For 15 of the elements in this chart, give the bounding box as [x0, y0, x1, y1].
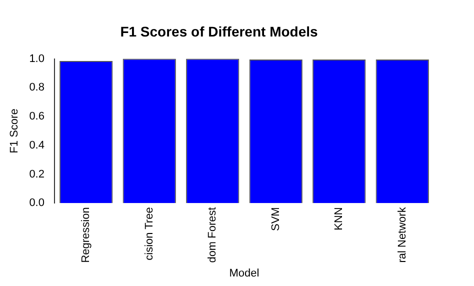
y-tick-label: 0.0: [29, 197, 44, 210]
x-axis-title: Model: [229, 267, 260, 280]
chart-title: F1 Scores of Different Models: [120, 23, 318, 40]
x-tick-label: SVM: [270, 207, 282, 232]
y-tick-label: 0.2: [29, 168, 44, 180]
x-tick-label: ral Network: [396, 206, 408, 263]
x-tick-label: KNN: [333, 207, 346, 230]
x-tick-label: cision Tree: [143, 207, 156, 260]
y-tick-label: 0.4: [29, 139, 44, 152]
y-tick-label: 0.8: [29, 82, 44, 94]
y-axis-title: F1 Score: [8, 108, 21, 154]
y-tick-label: 0.6: [29, 110, 44, 123]
x-tick-label: Regression: [80, 207, 92, 263]
x-tick-label: dom Forest: [206, 207, 219, 263]
y-tick-label: 1.0: [29, 52, 44, 65]
